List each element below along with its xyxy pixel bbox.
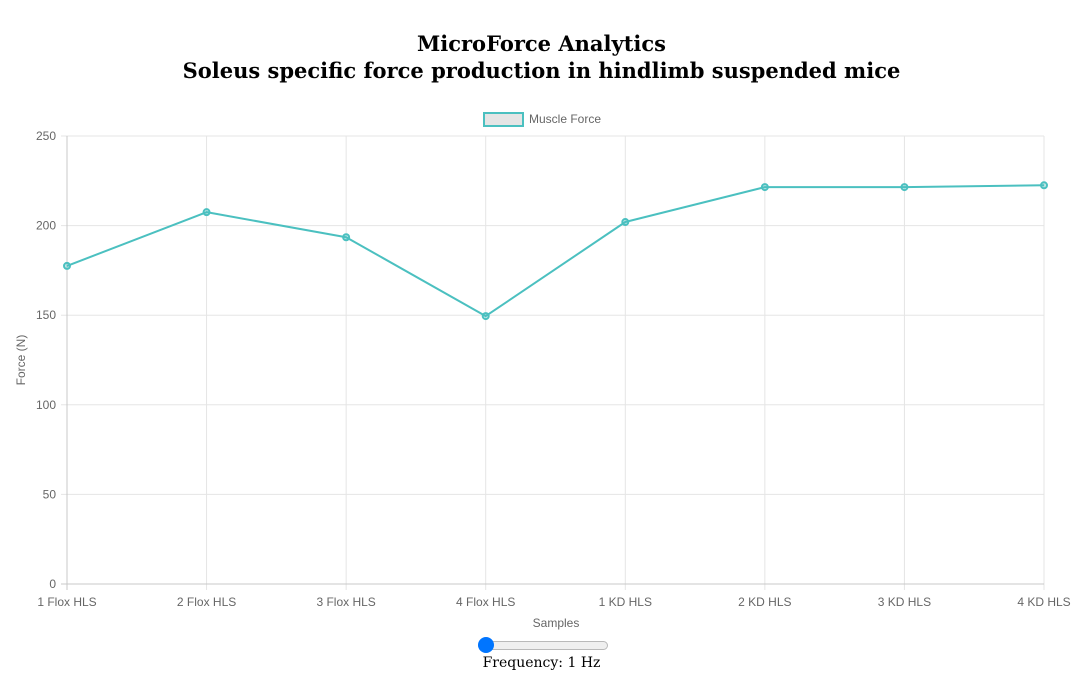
data-point[interactable]: [481, 312, 490, 321]
chart-legend[interactable]: Muscle Force: [483, 112, 601, 127]
data-point[interactable]: [900, 183, 909, 192]
data-point[interactable]: [342, 233, 351, 242]
legend-swatch-muscle-force[interactable]: [483, 112, 524, 127]
x-tick-label: 1 KD HLS: [599, 595, 652, 609]
y-tick-label: 150: [36, 308, 56, 322]
y-tick-label: 250: [36, 129, 56, 143]
legend-label-muscle-force[interactable]: Muscle Force: [529, 112, 601, 126]
series-muscle-force: [63, 181, 1048, 321]
force-line-chart: Muscle Force 0 50 100 150 200 250 1 Flox HLS 2 …: [14, 112, 1071, 630]
data-point[interactable]: [202, 208, 211, 217]
chart-tick-labels: 0 50 100 150 200 250 1 Flox HLS 2 Flox HLS 3 Flo…: [36, 129, 1071, 609]
y-tick-label: 200: [36, 219, 56, 233]
frequency-slider-track[interactable]: [478, 641, 608, 650]
x-axis-label: Samples: [533, 616, 580, 630]
data-point[interactable]: [760, 183, 769, 192]
x-tick-label: 2 Flox HLS: [177, 595, 236, 609]
data-point[interactable]: [1040, 181, 1048, 190]
data-point[interactable]: [621, 218, 630, 227]
frequency-slider[interactable]: [478, 637, 608, 653]
y-tick-label: 0: [49, 577, 56, 591]
chart-axes: [66, 136, 1044, 585]
x-tick-label: 3 KD HLS: [878, 595, 931, 609]
frequency-slider-thumb[interactable]: [478, 637, 494, 653]
series-line: [66, 184, 1045, 318]
y-tick-label: 50: [43, 487, 57, 501]
x-tick-label: 4 KD HLS: [1017, 595, 1070, 609]
x-tick-label: 1 Flox HLS: [37, 595, 96, 609]
x-tick-label: 3 Flox HLS: [316, 595, 375, 609]
frequency-readout: Frequency: 1 Hz: [482, 655, 601, 671]
chart-title: MicroForce Analytics: [416, 31, 666, 56]
chart-gridlines: [61, 135, 1045, 590]
x-tick-label: 2 KD HLS: [738, 595, 791, 609]
x-tick-label: 4 Flox HLS: [456, 595, 515, 609]
y-axis-label: Force (N): [14, 335, 28, 386]
chart-subtitle: Soleus specific force production in hind…: [182, 58, 901, 83]
data-point[interactable]: [63, 261, 71, 270]
y-tick-label: 100: [36, 398, 56, 412]
